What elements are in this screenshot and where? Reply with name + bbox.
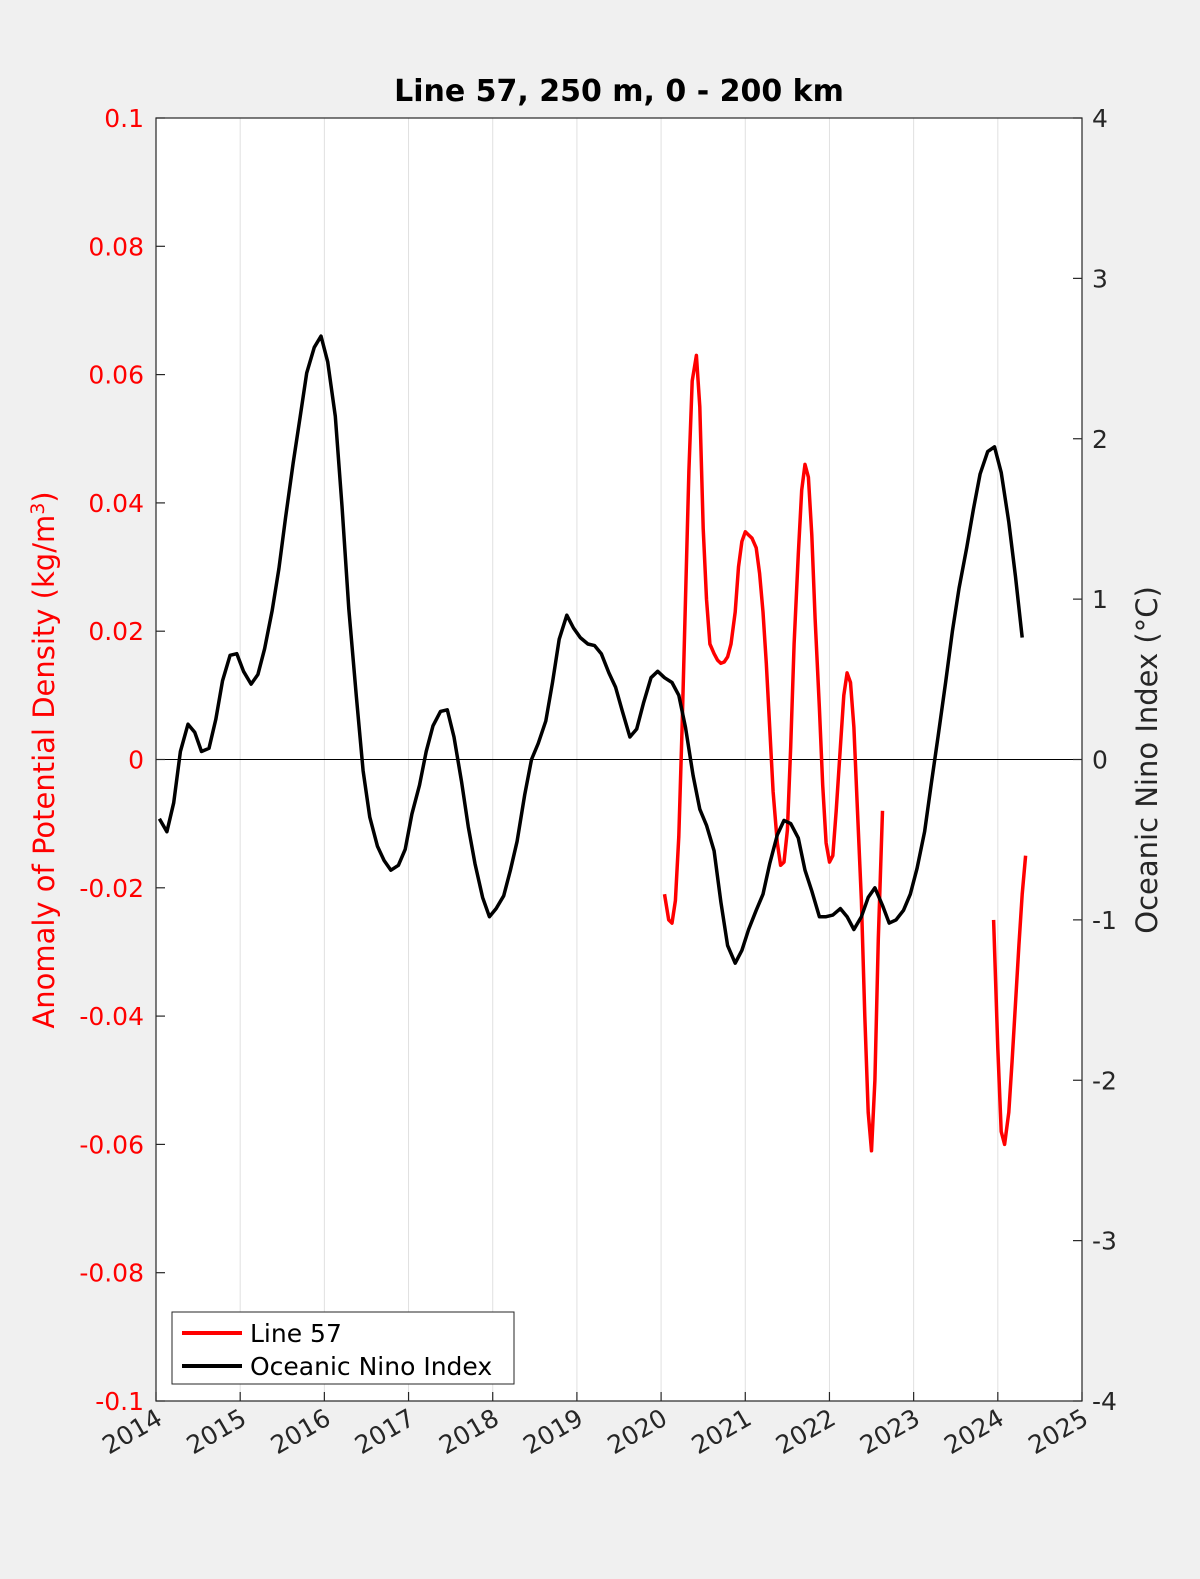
y-left-tick-label: -0.04 xyxy=(79,1002,144,1031)
legend-label-oni: Oceanic Nino Index xyxy=(250,1352,492,1381)
y-axis-right-label: Oceanic Nino Index (°C) xyxy=(1130,586,1164,934)
x-tick-label: 2022 xyxy=(771,1403,841,1460)
x-tick-label: 2021 xyxy=(687,1403,757,1460)
y-right-tick-label: 0 xyxy=(1092,746,1108,775)
y-left-tick-label: -0.06 xyxy=(79,1130,144,1159)
y-right-tick-label: -4 xyxy=(1092,1387,1117,1416)
y-right-tick-label: 4 xyxy=(1092,104,1108,133)
series-line57-path xyxy=(662,353,885,1153)
x-tick-label: 2025 xyxy=(1023,1403,1093,1460)
y-left-tick-label: -0.08 xyxy=(79,1259,144,1288)
series xyxy=(157,334,1028,1153)
legend: Line 57 Oceanic Nino Index xyxy=(171,1311,515,1385)
legend-label-line57: Line 57 xyxy=(250,1319,342,1348)
y-right-tick-label: -3 xyxy=(1092,1227,1117,1256)
y-right-tick-label: -1 xyxy=(1092,906,1117,935)
y-right-tick-label: 3 xyxy=(1092,264,1108,293)
x-tick-label: 2015 xyxy=(182,1403,252,1460)
series-line57-path xyxy=(991,855,1028,1147)
x-tick-label: 2017 xyxy=(350,1403,420,1460)
legend-box xyxy=(171,1311,515,1385)
y-left-tick-label: 0.06 xyxy=(88,361,144,390)
chart-title: Line 57, 250 m, 0 - 200 km xyxy=(394,74,844,109)
x-tick-label: 2020 xyxy=(602,1403,672,1460)
y-left-tick-label: 0.08 xyxy=(88,232,144,261)
y-right-tick-label: 2 xyxy=(1092,425,1108,454)
y-right-tick-label: 1 xyxy=(1092,585,1108,614)
x-tick-label: 2024 xyxy=(939,1403,1009,1460)
y-left-tick-label: -0.1 xyxy=(95,1387,144,1416)
series-oni-path xyxy=(157,334,1024,965)
x-tick-label: 2023 xyxy=(855,1403,925,1460)
y-left-tick-label: 0.1 xyxy=(104,104,144,133)
y-axis-left-label: Anomaly of Potential Density (kg/m3) xyxy=(27,491,61,1028)
y-left-tick-label: 0 xyxy=(128,746,144,775)
x-tick-label: 2018 xyxy=(434,1403,504,1460)
y-left-tick-label: 0.04 xyxy=(88,489,144,518)
y-left-tick-label: 0.02 xyxy=(88,617,144,646)
y-right-tick-label: -2 xyxy=(1092,1066,1117,1095)
x-tick-label: 2019 xyxy=(518,1403,588,1460)
y-left-tick-label: -0.02 xyxy=(79,874,144,903)
x-tick-label: 2016 xyxy=(266,1403,336,1460)
